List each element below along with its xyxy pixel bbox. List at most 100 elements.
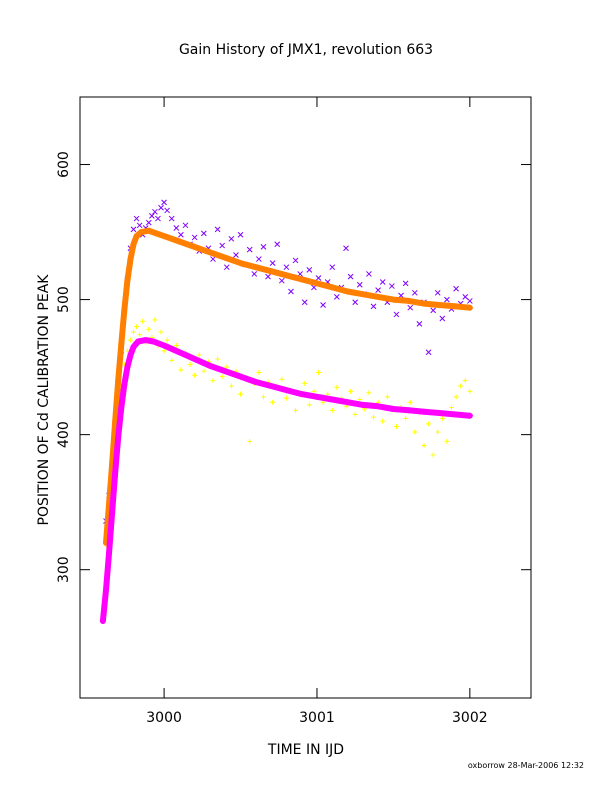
series-2-point bbox=[405, 297, 412, 304]
series-0-point bbox=[402, 280, 409, 287]
series-1-point bbox=[449, 405, 455, 411]
series-1-point bbox=[426, 421, 432, 427]
series-1-point bbox=[260, 394, 266, 400]
series-3-point bbox=[124, 364, 131, 371]
series-1-point bbox=[315, 370, 321, 376]
series-3-point bbox=[206, 362, 213, 369]
series-3-point bbox=[99, 618, 106, 625]
series-0-point bbox=[191, 234, 198, 241]
series-1-point bbox=[164, 337, 170, 343]
series-2-point bbox=[451, 303, 458, 310]
series-1-point bbox=[403, 415, 409, 421]
series-0-point bbox=[260, 244, 267, 250]
series-2-point bbox=[390, 296, 397, 303]
series-3-point bbox=[150, 338, 157, 345]
series-1-point bbox=[158, 329, 164, 335]
series-3-point bbox=[130, 343, 137, 350]
series-2-point bbox=[329, 284, 336, 291]
series-0-point bbox=[320, 302, 326, 308]
y-tick-label: 500 bbox=[56, 286, 72, 313]
series-3-point bbox=[106, 550, 113, 557]
y-tick-label: 300 bbox=[56, 556, 72, 583]
plot-marks bbox=[99, 199, 473, 625]
series-0-point bbox=[416, 321, 423, 327]
x-tick-label: 3002 bbox=[452, 710, 488, 726]
series-3-point bbox=[420, 408, 427, 415]
series-0-point bbox=[306, 267, 313, 273]
series-2-point bbox=[313, 280, 320, 287]
series-0-point bbox=[301, 299, 308, 306]
series-1-point bbox=[270, 399, 276, 405]
series-1-point bbox=[161, 348, 167, 354]
series-0-point bbox=[145, 219, 152, 226]
series-2-point bbox=[127, 256, 134, 263]
series-3-point bbox=[329, 396, 336, 403]
series-0-point bbox=[223, 264, 230, 271]
series-0 bbox=[103, 199, 473, 524]
series-0-point bbox=[130, 226, 137, 233]
series-0-point bbox=[389, 283, 395, 289]
series-3-point bbox=[118, 404, 125, 411]
series-0-point bbox=[161, 199, 167, 206]
y-axis-label: POSITION OF Cd CALIBRATION PEAK bbox=[36, 274, 52, 526]
series-0-point bbox=[366, 271, 372, 277]
series-0-point bbox=[278, 277, 285, 284]
series-1-point bbox=[371, 414, 377, 420]
series-1-point bbox=[196, 352, 202, 358]
series-1-point bbox=[134, 324, 140, 330]
series-0-point bbox=[219, 242, 226, 249]
series-0-point bbox=[370, 303, 377, 310]
series-2-point bbox=[124, 277, 131, 284]
series-1-point bbox=[393, 424, 399, 430]
series-0-point bbox=[237, 231, 244, 238]
series-3-point bbox=[375, 403, 382, 410]
series-0-point bbox=[343, 245, 349, 252]
series-2-point bbox=[359, 291, 366, 298]
series-0-point bbox=[393, 311, 400, 318]
series-1-point bbox=[439, 415, 445, 421]
credit-line: oxborrow 28-Mar-2006 12:32 bbox=[468, 761, 584, 770]
series-1-point bbox=[430, 452, 436, 458]
series-0-point bbox=[149, 212, 155, 219]
series-2 bbox=[102, 227, 473, 546]
series-2-point bbox=[191, 243, 198, 250]
series-1-point bbox=[435, 429, 441, 435]
series-3-point bbox=[176, 349, 183, 356]
series-1-point bbox=[201, 368, 207, 374]
series-1-point bbox=[293, 407, 299, 413]
series-0-point bbox=[453, 285, 459, 292]
series-1-point bbox=[357, 397, 363, 403]
series-0-point bbox=[379, 279, 386, 285]
series-1-point bbox=[173, 343, 179, 349]
series-3-point bbox=[405, 407, 412, 414]
series-0-point bbox=[375, 287, 381, 293]
series-3-point bbox=[115, 434, 122, 441]
series-3-point bbox=[222, 368, 229, 375]
series-0-point bbox=[210, 256, 216, 262]
series-2-point bbox=[283, 272, 290, 279]
series-1-point bbox=[131, 329, 137, 335]
series-1-point bbox=[137, 332, 143, 338]
plot-frame bbox=[79, 96, 532, 699]
series-3-point bbox=[344, 399, 351, 406]
series-1-point bbox=[412, 429, 418, 435]
series-1-point bbox=[247, 438, 253, 444]
series-0-point bbox=[315, 275, 322, 281]
series-2-point bbox=[237, 260, 244, 267]
series-0-point bbox=[269, 260, 276, 266]
series-0-point bbox=[356, 281, 363, 288]
series-3-point bbox=[127, 351, 134, 358]
series-1-point bbox=[306, 402, 312, 408]
series-3-point bbox=[121, 381, 128, 388]
series-1-point bbox=[127, 337, 133, 343]
series-3-point bbox=[102, 586, 109, 593]
series-0-point bbox=[214, 226, 221, 233]
series-2-point bbox=[115, 377, 122, 384]
series-2-point bbox=[133, 233, 140, 240]
series-0-point bbox=[178, 231, 184, 238]
series-3-point bbox=[313, 393, 320, 400]
series-0-point bbox=[133, 215, 140, 222]
series-1-point bbox=[215, 356, 221, 362]
series-1-point bbox=[302, 380, 308, 386]
